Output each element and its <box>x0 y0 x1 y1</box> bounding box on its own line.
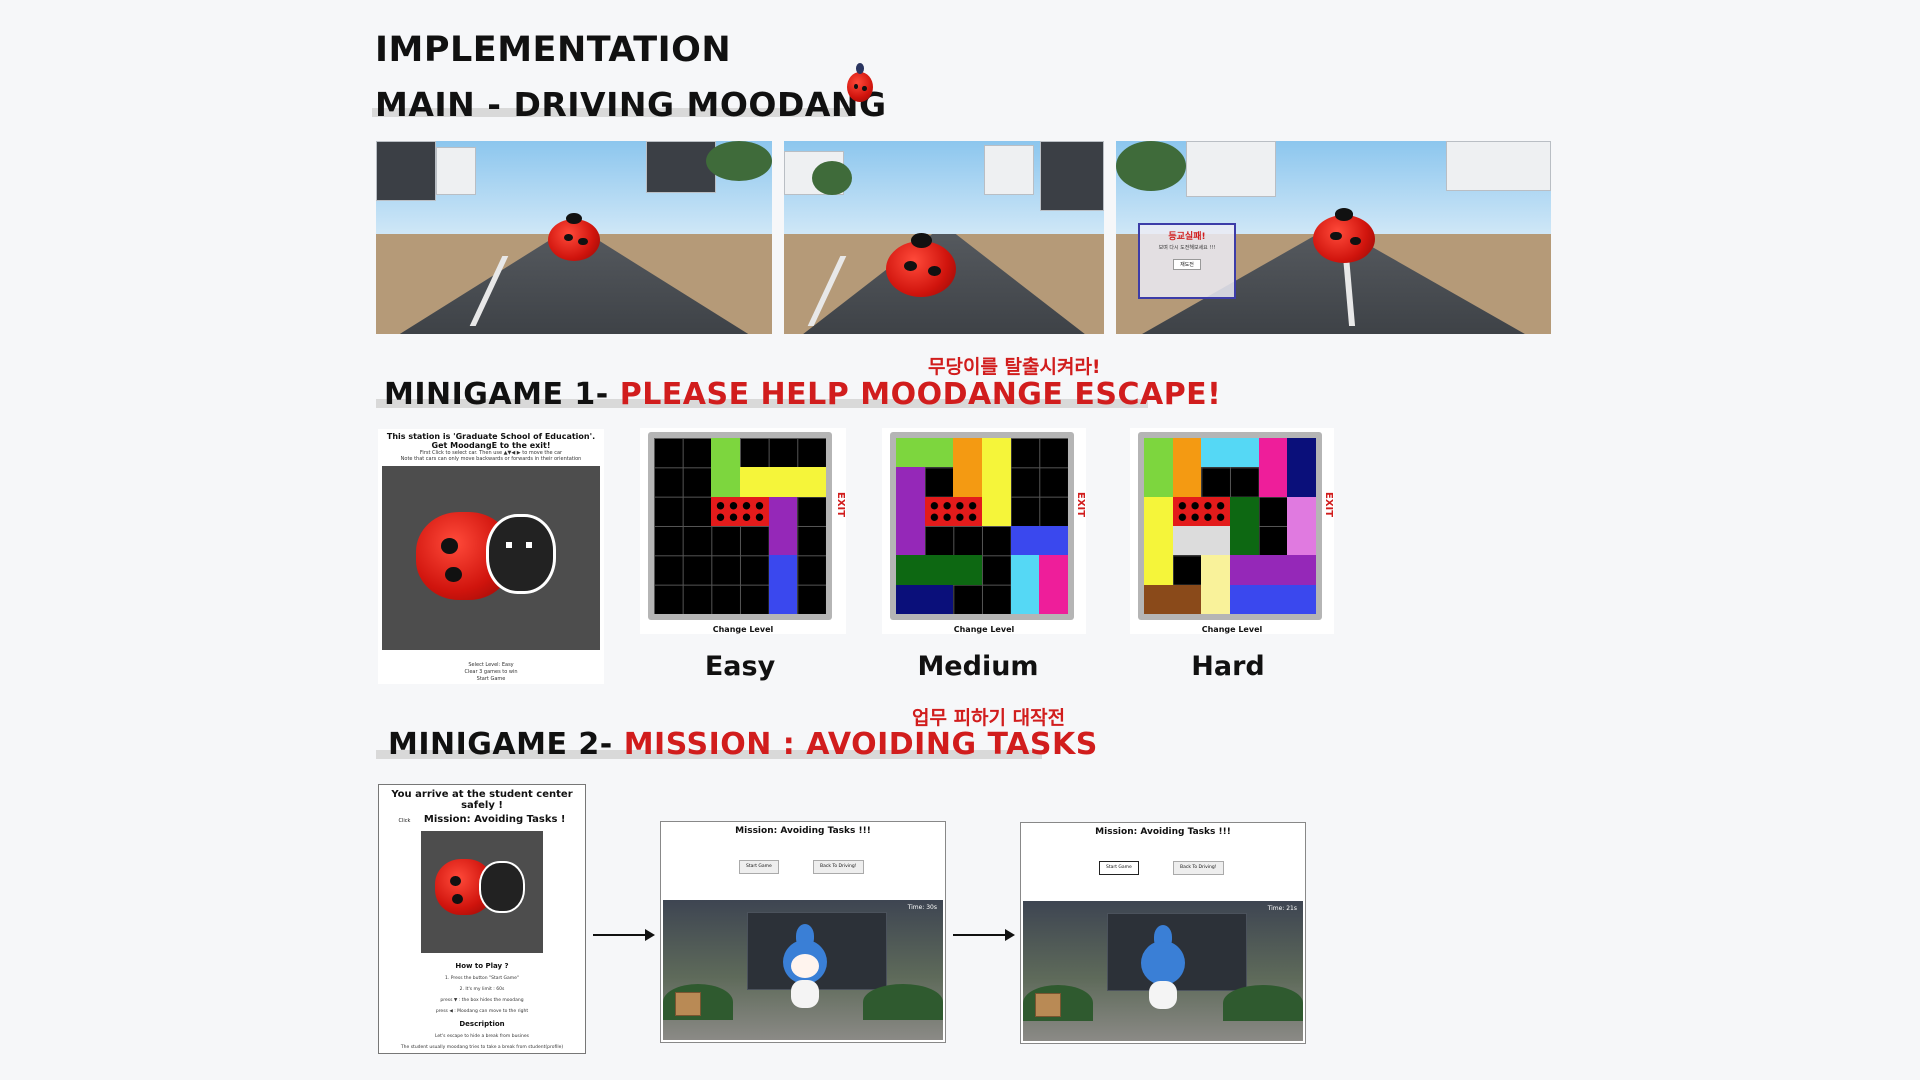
driving-screenshot-1 <box>376 141 772 334</box>
back-to-driving-button[interactable]: Back To Driving! <box>813 860 864 874</box>
minigame1-title: MINIGAME 1- PLEASE HELP MOODANGE ESCAPE! <box>384 377 1221 412</box>
puzzle-hard: EXIT Change Level <box>1130 428 1334 634</box>
driving-screenshot-3: 등교실패! 보며 다시 도전해보세요 !!! 재도전 <box>1116 141 1551 334</box>
minigame1-title-highlight: PLEASE HELP MOODANGE ESCAPE! <box>619 377 1222 412</box>
description-1: Let's escape to hide a break from busine… <box>434 1034 529 1039</box>
arrive-text: You arrive at the student center safely … <box>391 789 573 811</box>
mission-screen-title: Mission: Avoiding Tasks !!! <box>735 826 871 836</box>
step-4: press ◀ : Moodang can move to the right <box>435 1009 529 1014</box>
intro-goal-text: Get MoodangE to the exit! <box>431 441 551 450</box>
puzzle-grid[interactable] <box>896 438 1068 614</box>
description-heading: Description <box>459 1020 505 1028</box>
back-to-driving-button[interactable]: Back To Driving! <box>1173 861 1224 875</box>
minigame1-intro-screen: This station is 'Graduate School of Educ… <box>378 429 604 684</box>
mission-screen-title: Mission: Avoiding Tasks !!! <box>1095 827 1231 837</box>
description-2: The student usually moodang tries to tak… <box>400 1045 564 1050</box>
ladybug-mascot-icon <box>847 63 873 102</box>
arrow-right-icon <box>953 929 1015 941</box>
puzzle-grid[interactable] <box>1144 438 1316 614</box>
exit-label: EXIT <box>1323 492 1334 518</box>
exit-label: EXIT <box>1075 492 1086 518</box>
change-level-button[interactable]: Change Level <box>712 625 774 634</box>
how-to-play-heading: How to Play ? <box>455 962 509 970</box>
mission-screen-2: Mission: Avoiding Tasks !!! Start Game B… <box>1020 822 1306 1044</box>
popup-title: 등교실패! <box>1168 232 1206 242</box>
pixel-ladybug-image <box>382 466 600 650</box>
driving-screenshot-2 <box>784 141 1104 334</box>
section-title-main: MAIN - DRIVING MOODANG <box>375 85 887 124</box>
level-label-hard: Hard <box>1191 651 1265 682</box>
minigame1-title-prefix: MINIGAME 1- <box>384 377 609 412</box>
page-title: IMPLEMENTATION <box>375 30 732 70</box>
timer-text: Time: 21s <box>1267 905 1297 912</box>
arrow-right-icon <box>593 929 655 941</box>
minigame2-title: MINIGAME 2- MISSION : AVOIDING TASKS <box>388 727 1098 762</box>
level-label-medium: Medium <box>917 651 1039 682</box>
mission-label: Mission: Avoiding Tasks ! <box>423 814 566 825</box>
intro-note: Note that cars can only move backwards o… <box>400 456 582 462</box>
pixel-ladybug-image <box>421 831 543 953</box>
retry-button[interactable]: 재도전 <box>1173 259 1201 270</box>
minigame2-intro-screen: You arrive at the student center safely … <box>378 784 586 1054</box>
box-icon <box>675 992 701 1016</box>
mission-title: Click Mission: Avoiding Tasks ! <box>379 814 585 825</box>
minigame2-underline <box>376 750 1042 759</box>
minigame2-title-prefix: MINIGAME 2- <box>388 727 613 762</box>
retry-popup: 등교실패! 보며 다시 도전해보세요 !!! 재도전 <box>1138 223 1236 299</box>
game-scene: Time: 30s <box>663 900 943 1040</box>
intro-station-text: This station is 'Graduate School of Educ… <box>386 432 596 441</box>
step-1: 1. Press the button "Start Game" <box>444 976 520 981</box>
change-level-button[interactable]: Change Level <box>953 625 1015 634</box>
step-3: press ▼ : the box hides the moodang <box>440 998 524 1003</box>
start-game-button[interactable]: Start Game <box>1099 861 1139 875</box>
start-game-button[interactable]: Start Game <box>476 676 506 682</box>
puzzle-easy: EXIT Change Level <box>640 428 846 634</box>
mission-screen-1: Mission: Avoiding Tasks !!! Start Game B… <box>660 821 946 1043</box>
change-level-button[interactable]: Change Level <box>1201 625 1263 634</box>
click-button[interactable]: Click <box>398 818 411 824</box>
start-game-button[interactable]: Start Game <box>739 860 779 874</box>
character-sprite <box>1135 925 1191 1017</box>
select-level-dropdown[interactable]: Select Level: Easy <box>468 662 514 668</box>
popup-text: 보며 다시 도전해보세요 !!! <box>1158 245 1216 251</box>
character-sprite <box>777 924 833 1016</box>
level-label-easy: Easy <box>704 651 776 682</box>
minigame1-underline <box>376 399 1148 408</box>
minigame2-title-highlight: MISSION : AVOIDING TASKS <box>623 727 1098 762</box>
intro-instructions: First Click to select car. Then use ▲▼◀ … <box>419 450 563 456</box>
intro-footer: Select Level: Easy Clear 3 games to win … <box>378 662 604 683</box>
minigame2-korean-caption: 업무 피하기 대작전 <box>912 707 1066 729</box>
step-2: 2. It's my limit : 60s <box>459 987 505 992</box>
heading-underline <box>372 108 852 117</box>
clear-games-text: Clear 3 games to win <box>464 669 518 675</box>
puzzle-medium: EXIT Change Level <box>882 428 1086 634</box>
minigame1-korean-caption: 무당이를 탈출시켜라! <box>928 356 1101 378</box>
puzzle-grid[interactable] <box>654 438 826 614</box>
game-scene: Time: 21s <box>1023 901 1303 1041</box>
timer-text: Time: 30s <box>907 904 937 911</box>
box-icon <box>1035 993 1061 1017</box>
exit-label: EXIT <box>835 492 846 518</box>
